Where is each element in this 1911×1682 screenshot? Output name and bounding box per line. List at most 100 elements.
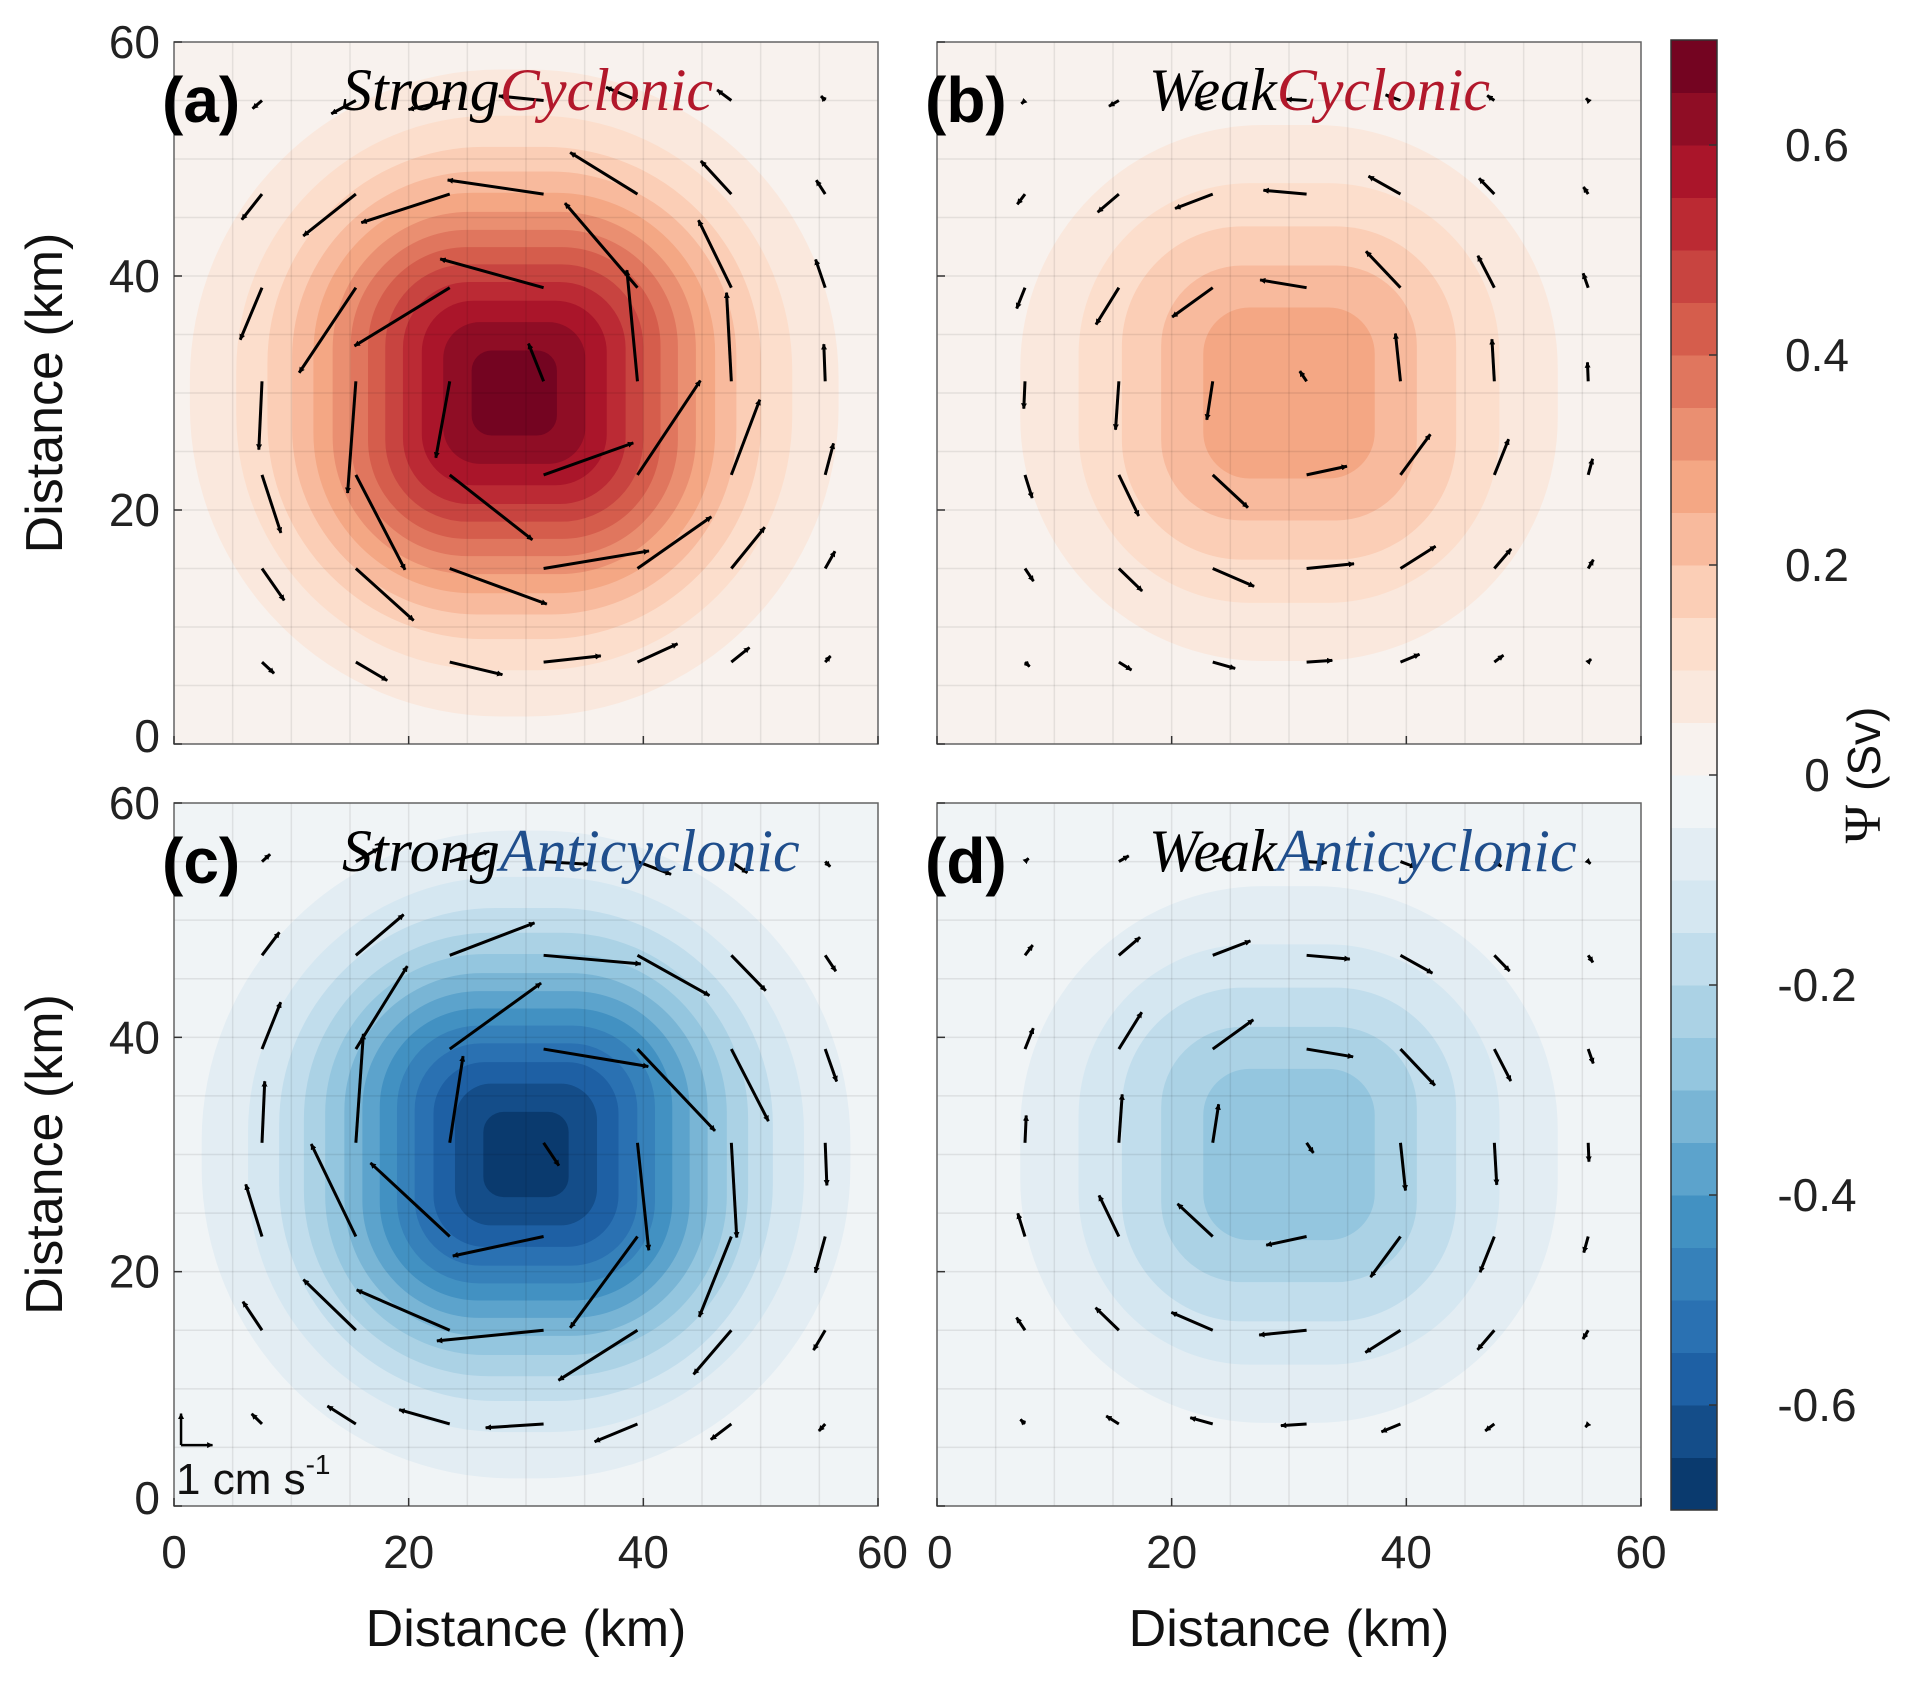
velocity-arrow [542,1141,561,1167]
velocity-arrow [716,88,733,102]
colorbar-level [1671,197,1717,251]
velocity-arrow [1585,657,1593,665]
contour-band [1203,1068,1375,1241]
velocity-arrow [1489,338,1496,382]
colorbar-level [1671,827,1717,881]
velocity-arrow [1108,99,1120,108]
velocity-arrow [369,1161,451,1238]
velocity-arrow [354,474,407,571]
velocity-arrow [823,550,837,570]
velocity-arrow [360,192,451,225]
velocity-arrow [1023,660,1031,668]
velocity-arrow [1259,277,1307,290]
velocity-arrow [1306,464,1348,477]
velocity-arrow [1020,97,1028,105]
velocity-arrow [446,177,544,196]
y-tick-label: 20 [109,1246,160,1298]
velocity-arrow [1306,1047,1354,1059]
colorbar-level [1671,617,1717,671]
velocity-arrow [260,567,286,602]
velocity-arrow [1492,1048,1513,1082]
velocity-arrow [1399,954,1434,975]
scale-label: 1 cm s-1 [176,1449,330,1504]
y-tick-label: 20 [109,484,160,536]
velocity-arrow [1212,567,1255,588]
axes-frame [936,802,1642,1507]
colorbar-level [1671,722,1717,776]
velocity-arrow [636,642,679,664]
velocity-arrow [1486,94,1496,102]
velocity-arrow [1117,1011,1144,1050]
velocity-arrow [729,399,762,476]
velocity-arrow [1581,1329,1590,1340]
velocity-arrow [1586,1048,1595,1065]
velocity-arrow [593,1422,639,1444]
velocity-arrow [297,286,358,374]
velocity-arrows [238,85,837,682]
panel-label: (b) [925,64,1007,136]
velocity-arrow [823,954,838,973]
velocity-arrow [1211,1018,1255,1051]
velocity-arrow [1384,93,1401,102]
velocity-arrow [1478,1235,1496,1273]
velocity-arrow [812,1329,827,1351]
panel-title: WeakCyclonic [1149,57,1490,123]
velocity-arrow [354,913,405,957]
velocity-arrow [543,548,650,570]
colorbar-level [1671,250,1717,303]
velocity-arrow [557,1328,639,1382]
x-tick-label: 40 [1381,1526,1432,1578]
velocity-arrow [1399,1048,1437,1087]
velocity-arrow [1493,860,1503,868]
scale-label-main: 1 cm s [176,1455,306,1504]
velocity-arrow [730,954,767,992]
x-tick-label: 20 [383,1526,434,1578]
y-tick-label: 0 [134,1472,160,1524]
velocity-arrow [563,202,639,289]
colorbar-level [1671,932,1717,986]
velocity-arrow [1204,381,1215,421]
velocity-arrow [1476,254,1496,289]
velocity-arrow [636,954,711,997]
velocity-arrow [697,1235,733,1318]
velocity-arrow [709,1422,733,1441]
velocity-arrow [1118,854,1130,863]
velocity-arrow [1176,1202,1214,1238]
x-tick-label: 0 [927,1526,953,1578]
velocity-arrow [1399,652,1421,664]
velocity-arrow [1584,1421,1592,1429]
velocity-arrow [355,660,389,682]
velocity-arrow [729,1142,740,1239]
velocity-arrow [543,653,602,664]
velocity-arrow [543,860,590,867]
colorbar-tick-label: -0.4 [1777,1169,1856,1221]
colorbar-label-unit: (Sv) [1838,707,1890,791]
panel-title-strength: Strong [342,57,500,123]
velocity-arrow [256,381,264,451]
velocity-arrow [1211,1103,1221,1144]
velocity-arrow [1094,1306,1120,1332]
velocity-arrow [251,99,263,110]
velocity-arrow [449,660,504,677]
velocity-arrow [636,860,672,876]
velocity-arrow [543,441,634,477]
velocity-arrow [1586,954,1595,964]
velocity-arrow [636,379,702,476]
velocity-arrow [569,151,639,196]
y-tick-label: 60 [109,16,160,68]
velocity-arrow [1399,544,1437,570]
velocity-arrow [1023,1027,1035,1050]
velocity-arrow [636,515,713,570]
velocity-arrow [1393,332,1402,382]
velocity-arrow [309,1143,358,1238]
velocity-arrow [1280,1422,1307,1429]
velocity-arrow [326,1404,357,1426]
panel-c: 0 20 40 60 0 20 40 60 Distance (km) Distance (km)… [16,777,908,1658]
velocity-arrow [1118,660,1133,672]
velocity-arrow [1112,381,1121,431]
velocity-arrow [1305,1141,1315,1154]
velocity-arrow [568,1235,639,1329]
velocity-arrow [636,1048,717,1132]
velocity-arrow [824,654,832,664]
colorbar-level [1671,302,1717,356]
